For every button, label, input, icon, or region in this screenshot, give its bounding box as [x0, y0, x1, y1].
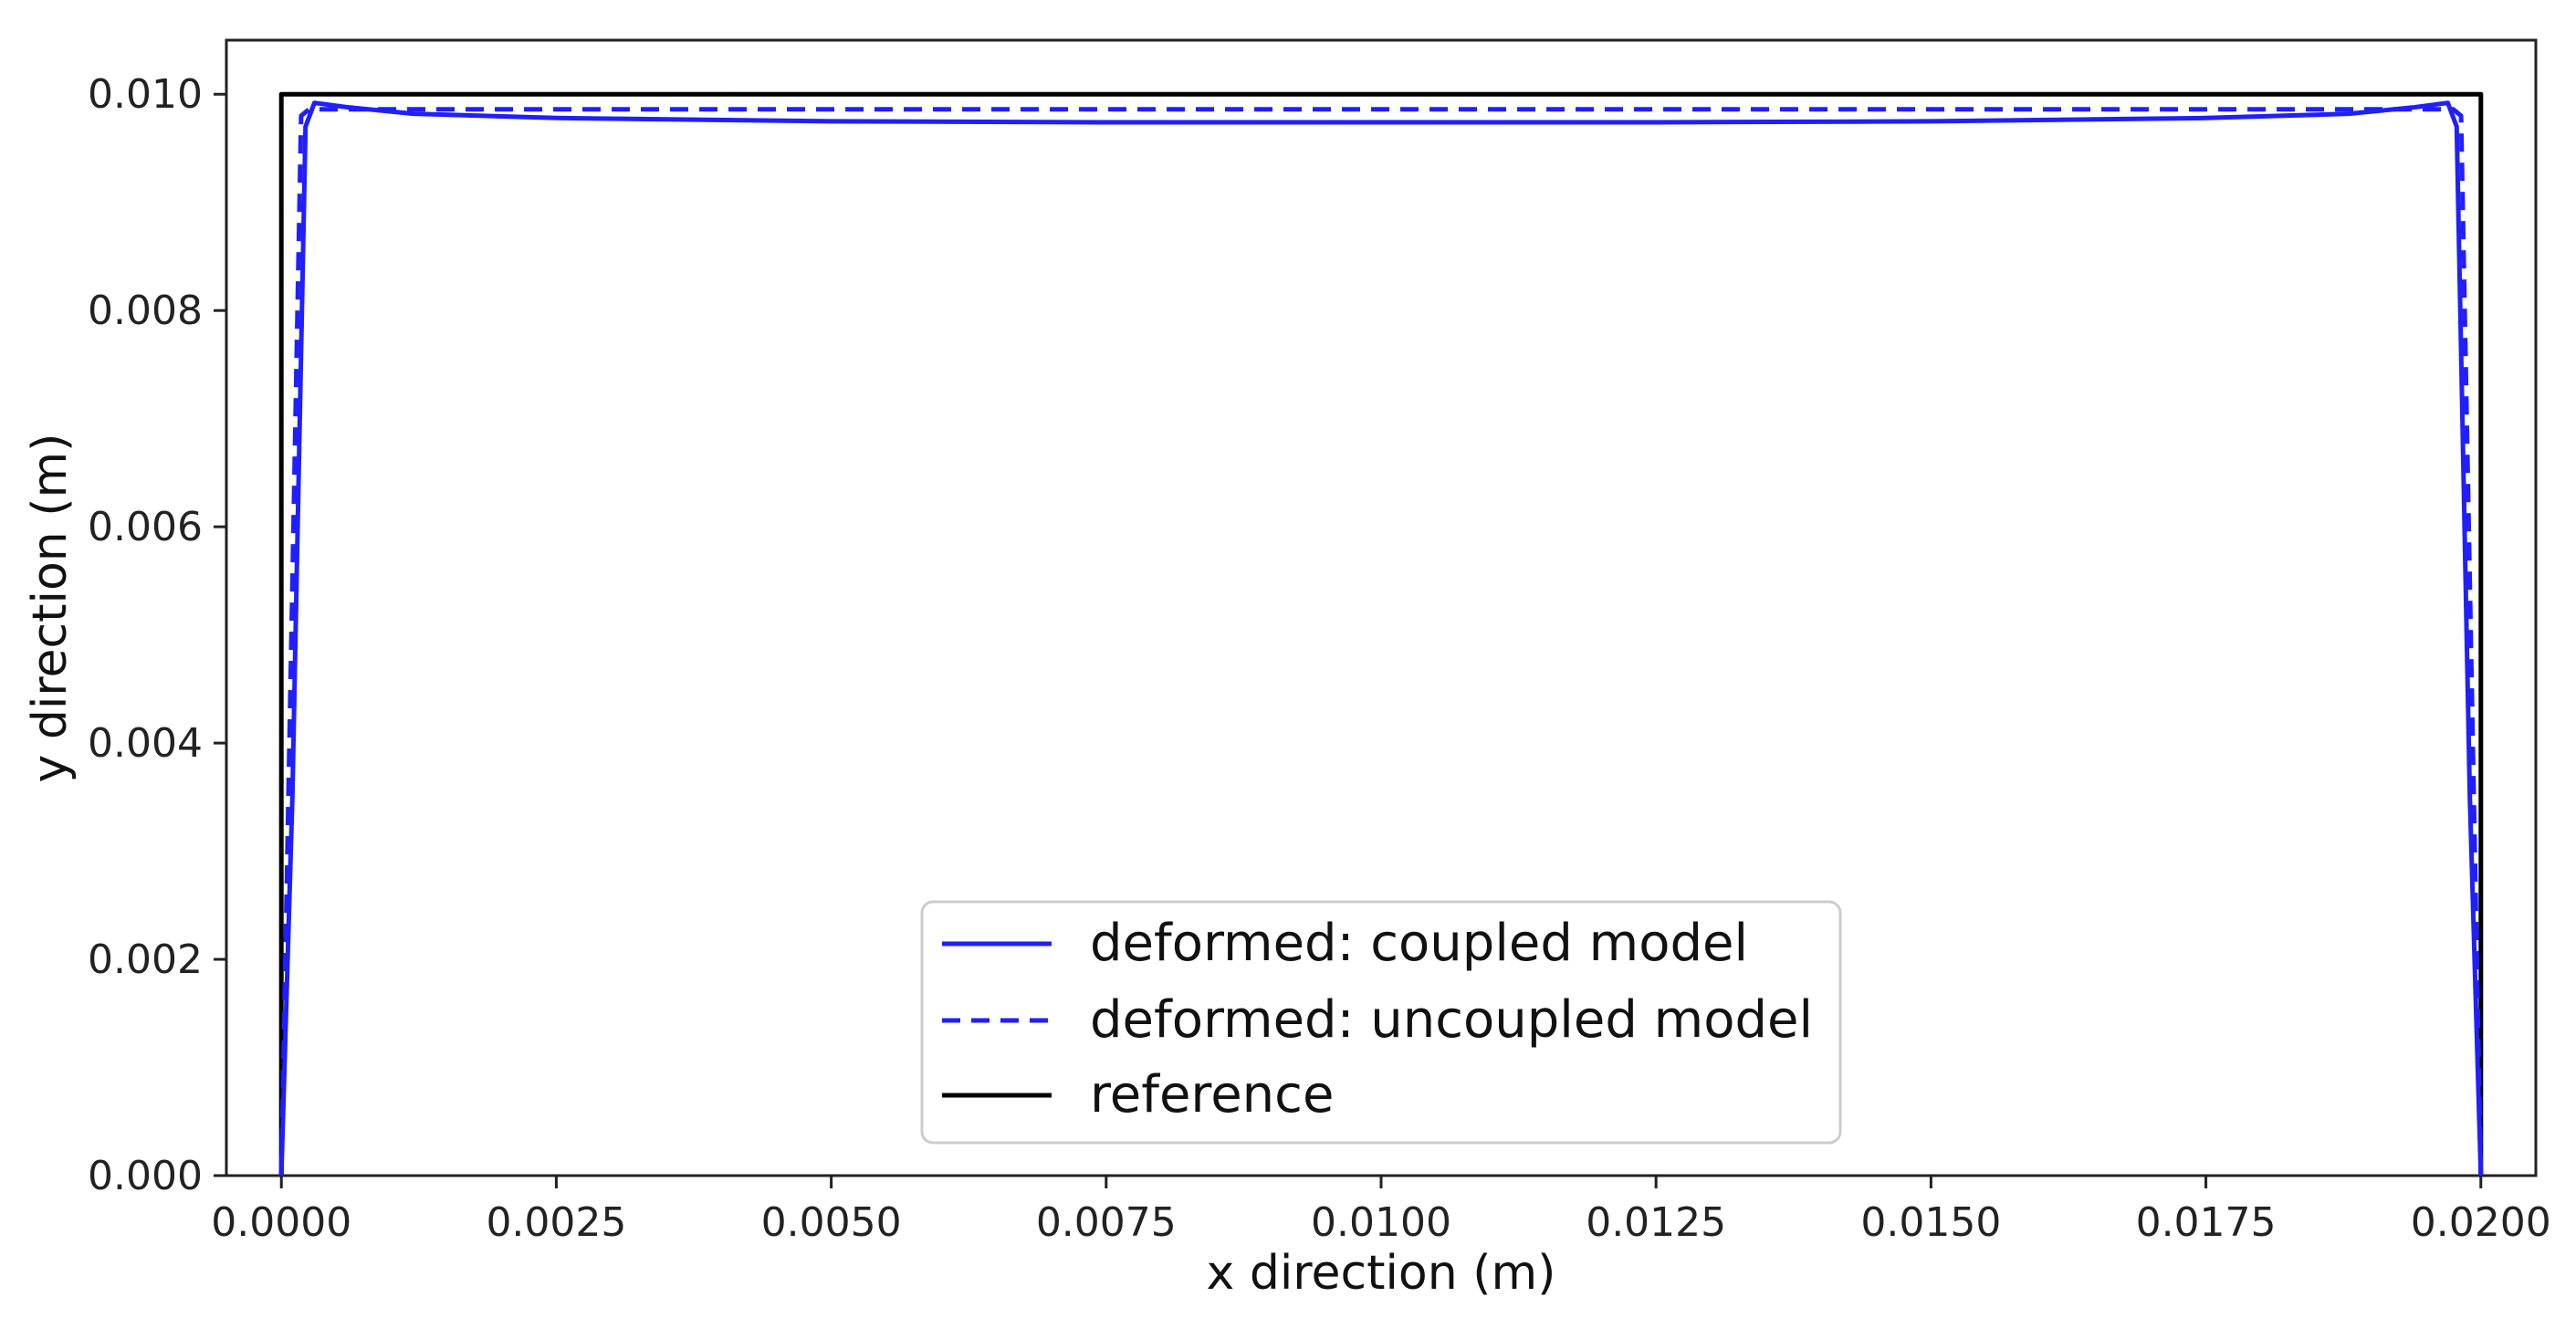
series-line-deformed-coupled-model [278, 100, 2484, 1177]
x-tick-label: 0.0200 [2411, 1199, 2551, 1246]
y-tick-label: 0.008 [88, 288, 203, 334]
x-tick-label: 0.0025 [486, 1199, 626, 1246]
x-tick-label: 0.0125 [1586, 1199, 1726, 1246]
x-tick-label: 0.0150 [1860, 1199, 2001, 1246]
x-tick-label: 0.0100 [1311, 1199, 1451, 1246]
legend-box [920, 900, 1842, 1145]
x-tick-label: 0.0075 [1036, 1199, 1177, 1246]
x-tick-label: 0.0000 [211, 1199, 351, 1246]
legend-label-coupled: deformed: coupled model [1090, 914, 1748, 973]
y-tick-label: 0.010 [88, 71, 203, 118]
series-line-deformed-uncoupled-model [278, 107, 2484, 1177]
legend: deformed: coupled model deformed: uncoup… [920, 900, 1842, 1145]
y-tick-label: 0.004 [88, 720, 203, 767]
y-axis-ticks: 0.000 0.002 0.004 0.006 0.008 0.010 [88, 71, 226, 1199]
x-tick-label: 0.0050 [761, 1199, 902, 1246]
y-tick-label: 0.000 [88, 1153, 203, 1199]
series-line-reference [278, 91, 2484, 1176]
series-layer [278, 91, 2484, 1177]
legend-label-uncoupled: deformed: uncoupled model [1090, 990, 1813, 1050]
x-axis-label: x direction (m) [1207, 1246, 1556, 1301]
y-tick-label: 0.002 [88, 936, 203, 983]
x-tick-label: 0.0175 [2136, 1199, 2277, 1246]
x-axis-ticks: 0.0000 0.0025 0.0050 0.0075 0.0100 0.0125 0.01… [211, 1176, 2551, 1246]
y-tick-label: 0.006 [88, 504, 203, 550]
legend-label-reference: reference [1090, 1065, 1334, 1124]
y-axis-label: y direction (m) [23, 434, 78, 783]
